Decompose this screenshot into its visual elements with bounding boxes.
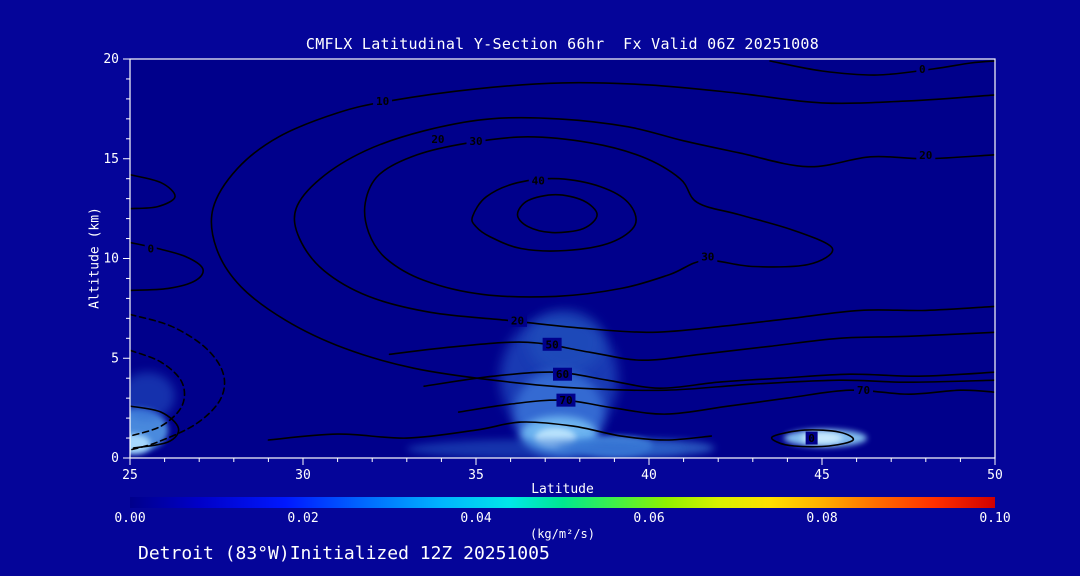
y-tick-label: 20 <box>103 52 119 67</box>
colorbar-tick-label: 0.04 <box>460 511 491 526</box>
chart-title: CMFLX Latitudinal Y-Section 66hr Fx Vali… <box>305 35 820 53</box>
contour-label-gap <box>508 313 528 327</box>
colorbar-units-label: (kg/m²/s) <box>529 527 596 541</box>
colorbar-tick-label: 0.08 <box>806 511 837 526</box>
shaded-flux-region <box>527 310 605 375</box>
colorbar-tick-label: 0.10 <box>979 511 1010 526</box>
contour-label-gap <box>466 134 486 148</box>
station-init-info: Detroit (83°W)Initialized 12Z 20251005 <box>138 543 550 564</box>
plot-content-group: 0 0 0 10 20 20 20 30 30 40 50 60 70 70 <box>130 60 995 458</box>
contour-line-50 <box>388 331 995 362</box>
contour-label-gap <box>916 148 936 162</box>
colorbar <box>130 497 995 508</box>
contour-label: 60 <box>556 368 569 381</box>
contour-line-10 <box>130 405 180 449</box>
y-tick-label: 0 <box>111 451 119 466</box>
contour-label: 30 <box>701 251 714 264</box>
contour-line--10 <box>130 313 226 451</box>
contour-line-10 <box>210 81 995 392</box>
y-tick-label: 5 <box>111 351 119 366</box>
colorbar-tick-label: 0.06 <box>633 511 664 526</box>
contour-label-gap <box>698 250 718 264</box>
contour-label-gap <box>373 94 393 108</box>
contour-label-gap <box>528 174 548 188</box>
contour-label: 0 <box>808 432 815 445</box>
contour-label: 30 <box>469 135 482 148</box>
contour-line-0 <box>769 60 995 76</box>
contour-label-gap <box>556 393 576 407</box>
x-tick-label: 30 <box>295 468 311 483</box>
contour-label: 0 <box>919 63 926 76</box>
colorbar-tick-label: 0.00 <box>114 511 145 526</box>
shaded-flux-region <box>130 372 175 421</box>
contour-line-0 <box>130 241 204 292</box>
colorbar-tick-label: 0.02 <box>287 511 318 526</box>
contour-label-gap <box>916 62 929 76</box>
contour-line-0 <box>770 429 855 448</box>
shaded-flux-region <box>406 439 684 458</box>
x-axis-title: Latitude <box>531 482 594 497</box>
contour-line-70 <box>457 389 995 415</box>
contour-line-30 <box>363 136 834 298</box>
contour-label: 20 <box>431 133 444 146</box>
contour-label-gap <box>553 367 572 381</box>
contour-label-gap <box>542 337 562 351</box>
contour-label: 20 <box>511 314 524 327</box>
contour-label-gap <box>805 431 818 445</box>
contour-label-gap <box>144 242 157 256</box>
contour-line--20 <box>130 349 186 437</box>
x-tick-label: 45 <box>814 468 830 483</box>
y-axis-title: Altitude (km) <box>87 207 103 309</box>
x-tick-label: 25 <box>122 468 138 483</box>
contour-line-40 <box>471 177 637 252</box>
contour-label: 70 <box>857 384 870 397</box>
contour-label: 70 <box>559 394 572 407</box>
contour-line-20 <box>293 116 995 334</box>
y-tick-label: 15 <box>103 152 119 167</box>
x-tick-label: 35 <box>468 468 484 483</box>
contour-label-gap <box>428 132 448 146</box>
contour-label-gap <box>854 383 874 397</box>
contour-label: 20 <box>919 149 932 162</box>
contour-line-80 <box>267 421 713 441</box>
contour-label: 50 <box>545 338 558 351</box>
contour-label: 10 <box>376 95 389 108</box>
contour-line-0 <box>130 173 176 210</box>
y-tick-label: 10 <box>103 252 119 267</box>
contour-label: 40 <box>532 175 545 188</box>
contour-line-60 <box>423 371 995 390</box>
x-tick-label: 50 <box>987 468 1003 483</box>
shaded-flux-region <box>130 434 151 455</box>
x-tick-label: 40 <box>641 468 657 483</box>
contour-line-50 <box>516 193 598 234</box>
contour-label: 0 <box>147 243 154 256</box>
